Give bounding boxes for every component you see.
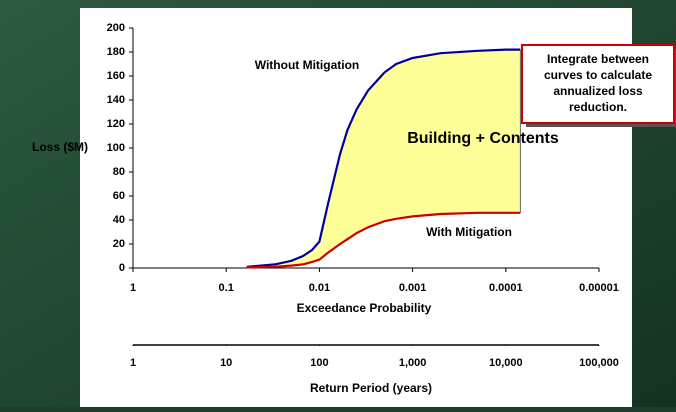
series-label: With Mitigation: [426, 225, 512, 239]
annotation-box: [521, 44, 675, 124]
x-tick-label: 0.0001: [489, 282, 523, 294]
x-tick-label: 0.01: [309, 282, 330, 294]
x-tick-label: 0.1: [219, 282, 234, 294]
x-tick-label: 1: [130, 282, 136, 294]
annotation-text: curves to calculate: [544, 68, 652, 82]
y-tick-label: 20: [113, 238, 125, 250]
x2-tick-label: 10: [220, 357, 232, 369]
y-tick-label: 100: [107, 142, 125, 154]
annotation-text: annualized loss: [553, 84, 643, 98]
annotation-text: reduction.: [569, 100, 627, 114]
series-label: Without Mitigation: [255, 58, 360, 72]
x2-axis-label: Return Period (years): [310, 381, 432, 395]
y-tick-label: 160: [107, 70, 125, 82]
x2-tick-label: 1,000: [399, 357, 427, 369]
x-axis-label: Exceedance Probability: [297, 301, 432, 315]
y-tick-label: 60: [113, 190, 125, 202]
x2-tick-label: 100,000: [579, 357, 619, 369]
y-tick-label: 180: [107, 46, 125, 58]
x-tick-label: 0.001: [399, 282, 427, 294]
line: [246, 211, 521, 269]
y-tick-label: 120: [107, 118, 125, 130]
y-axis-label: Loss ($M): [32, 140, 88, 154]
x2-tick-label: 1: [130, 357, 136, 369]
y-tick-label: 40: [113, 214, 125, 226]
annotation-text: Integrate between: [547, 52, 649, 66]
y-tick-label: 200: [107, 22, 125, 34]
y-tick-label: 80: [113, 166, 125, 178]
fill-label: Building + Contents: [407, 130, 559, 147]
x2-tick-label: 100: [310, 357, 328, 369]
x-tick-label: 0.00001: [579, 282, 619, 294]
y-tick-label: 0: [119, 262, 125, 274]
x2-tick-label: 10,000: [489, 357, 523, 369]
y-tick-label: 140: [107, 94, 125, 106]
line: [246, 48, 521, 268]
